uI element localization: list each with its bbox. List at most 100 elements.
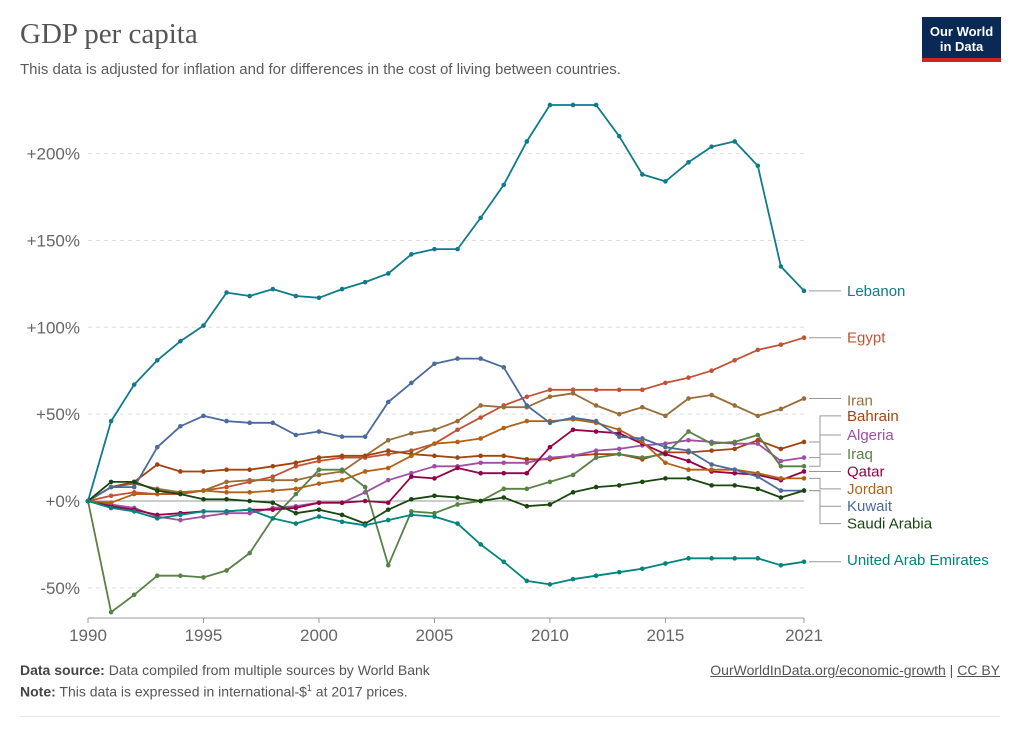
data-point-lebanon bbox=[501, 182, 507, 188]
data-point-kuwait bbox=[362, 434, 368, 440]
data-point-jordan bbox=[409, 453, 414, 459]
y-tick-label: +150% bbox=[27, 231, 80, 250]
logo-line-1: Our World bbox=[929, 24, 994, 39]
data-point-kuwait bbox=[570, 415, 576, 420]
data-point-iran bbox=[686, 396, 691, 401]
data-point-iran bbox=[385, 437, 391, 443]
data-point-lebanon bbox=[316, 295, 322, 301]
data-point-qatar bbox=[362, 498, 368, 504]
data-point-lebanon bbox=[778, 264, 784, 269]
data-point-iraq bbox=[224, 568, 229, 573]
data-point-bahrain bbox=[755, 437, 761, 443]
data-point-iraq bbox=[801, 463, 807, 469]
data-point-iraq bbox=[362, 484, 368, 490]
data-point-saudi-arabia bbox=[432, 493, 437, 499]
chart-title: GDP per capita bbox=[20, 18, 198, 50]
data-point-united-arab-emirates bbox=[85, 498, 91, 504]
series-label-algeria: Algeria bbox=[847, 427, 894, 444]
data-point-iraq bbox=[178, 573, 183, 578]
data-point-iraq bbox=[385, 562, 391, 568]
data-point-kuwait bbox=[593, 418, 599, 424]
series-line-lebanon bbox=[87, 104, 805, 502]
data-point-iraq bbox=[778, 463, 784, 469]
label-connector bbox=[809, 415, 841, 443]
data-point-lebanon bbox=[709, 144, 714, 149]
label-connector bbox=[809, 453, 841, 467]
series-label-kuwait: Kuwait bbox=[847, 498, 893, 515]
data-point-iraq bbox=[316, 467, 322, 473]
data-point-kuwait bbox=[247, 420, 252, 426]
data-point-algeria bbox=[178, 517, 183, 523]
data-point-kuwait bbox=[108, 484, 114, 490]
data-point-iran bbox=[455, 418, 460, 424]
data-point-kuwait bbox=[547, 420, 553, 426]
data-point-iran bbox=[778, 406, 784, 412]
data-point-jordan bbox=[709, 467, 714, 473]
label-connector bbox=[809, 490, 841, 507]
data-point-qatar bbox=[732, 470, 738, 476]
data-point-egypt bbox=[640, 387, 645, 393]
note-footnote-marker: 1 bbox=[306, 683, 312, 693]
data-point-jordan bbox=[755, 470, 761, 476]
x-tick-label: 2005 bbox=[416, 626, 454, 645]
data-point-bahrain bbox=[362, 453, 368, 459]
data-point-egypt bbox=[709, 368, 714, 374]
source-link[interactable]: OurWorldInData.org/economic-growth bbox=[710, 662, 946, 678]
data-point-iraq bbox=[593, 455, 599, 460]
data-point-algeria bbox=[616, 446, 622, 452]
data-point-egypt bbox=[616, 387, 622, 393]
data-point-united-arab-emirates bbox=[778, 562, 784, 568]
note-label: Note: bbox=[20, 683, 56, 700]
data-point-algeria bbox=[593, 448, 599, 453]
data-point-iran bbox=[755, 413, 761, 419]
y-tick-label: +0% bbox=[46, 492, 81, 511]
data-point-kuwait bbox=[663, 444, 668, 450]
note-text: This data is expressed in international-… bbox=[59, 683, 307, 700]
data-point-united-arab-emirates bbox=[455, 521, 460, 526]
data-point-kuwait bbox=[778, 488, 784, 493]
data-point-iran bbox=[547, 394, 553, 400]
data-point-jordan bbox=[455, 439, 460, 445]
data-point-saudi-arabia bbox=[616, 483, 622, 488]
data-point-kuwait bbox=[293, 432, 299, 438]
data-point-egypt bbox=[593, 387, 599, 393]
license-link[interactable]: CC BY bbox=[957, 662, 1000, 678]
data-point-iraq bbox=[455, 502, 460, 507]
data-point-lebanon bbox=[108, 418, 114, 424]
data-point-qatar bbox=[316, 500, 322, 506]
data-point-united-arab-emirates bbox=[224, 509, 229, 514]
data-point-egypt bbox=[778, 342, 784, 347]
data-point-united-arab-emirates bbox=[432, 514, 437, 519]
owid-logo[interactable]: Our World in Data bbox=[922, 17, 1001, 62]
data-point-jordan bbox=[154, 491, 160, 497]
data-point-egypt bbox=[224, 484, 229, 490]
data-point-lebanon bbox=[570, 102, 576, 108]
data-point-united-arab-emirates bbox=[178, 512, 183, 518]
data-point-saudi-arabia bbox=[686, 476, 691, 481]
data-point-qatar bbox=[432, 476, 437, 481]
footer-links: OurWorldInData.org/economic-growth | CC … bbox=[710, 662, 1000, 678]
label-connector bbox=[809, 490, 841, 525]
data-point-saudi-arabia bbox=[409, 496, 414, 502]
data-point-iran bbox=[409, 430, 414, 436]
data-point-jordan bbox=[663, 460, 668, 466]
data-point-united-arab-emirates bbox=[616, 569, 622, 575]
data-point-iran bbox=[663, 413, 668, 419]
data-point-lebanon bbox=[131, 382, 137, 387]
data-point-lebanon bbox=[154, 358, 160, 363]
data-point-qatar bbox=[385, 500, 391, 506]
series-line-saudi-arabia bbox=[87, 477, 805, 525]
data-point-bahrain bbox=[455, 455, 460, 460]
y-tick-label: -50% bbox=[40, 579, 80, 598]
series-line-jordan bbox=[87, 418, 804, 504]
data-point-united-arab-emirates bbox=[640, 566, 645, 572]
data-point-qatar bbox=[293, 505, 299, 511]
data-point-iraq bbox=[616, 451, 622, 457]
data-point-bahrain bbox=[316, 455, 322, 460]
data-point-egypt bbox=[524, 394, 530, 400]
data-point-kuwait bbox=[131, 484, 137, 490]
data-point-united-arab-emirates bbox=[663, 561, 668, 566]
data-point-jordan bbox=[432, 441, 437, 446]
data-point-kuwait bbox=[201, 413, 206, 419]
data-point-algeria bbox=[385, 477, 391, 483]
